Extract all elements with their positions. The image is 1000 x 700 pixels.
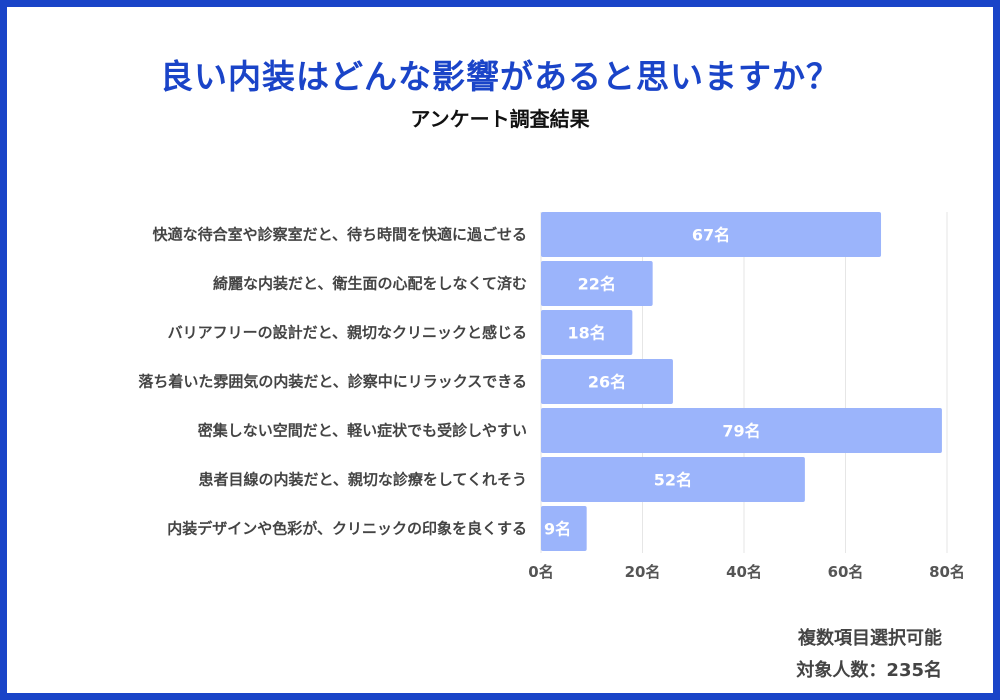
value-label: 52名 [654,471,692,490]
value-label: 67名 [692,226,730,245]
chart-subtitle: アンケート調査結果 [410,107,590,131]
bar [541,506,587,551]
value-label: 79名 [722,422,760,441]
x-tick-label: 40名 [726,563,762,581]
chart-title: 良い内装はどんな影響があると思いますか？ [160,57,840,96]
category-label: 綺麗な内装だと、衛生面の心配をしなくて済む [213,275,527,293]
bar [541,261,653,306]
category-label: 快適な待合室や診察室だと、待ち時間を快適に過ごせる [153,226,527,244]
x-tick-label: 0名 [528,563,553,581]
note-multiple-choice: 複数項目選択可能 [798,628,942,649]
category-label: 内装デザインや色彩が、クリニックの印象を良くする [167,520,527,538]
value-label: 18名 [568,324,606,343]
value-label: 26名 [588,373,626,392]
note-respondents: 対象人数：235名 [796,660,942,681]
bar [541,310,633,355]
value-label: 22名 [578,275,616,294]
category-label: 患者目線の内装だと、親切な診療をしてくれそう [198,471,527,489]
bar [541,359,673,404]
bar [541,457,805,502]
x-tick-label: 80名 [929,563,965,581]
category-label: バリアフリーの設計だと、親切なクリニックと感じる [168,324,527,342]
x-tick-label: 60名 [828,563,864,581]
x-tick-label: 20名 [625,563,661,581]
category-label: 落ち着いた雰囲気の内装だと、診察中にリラックスできる [138,373,527,391]
bar [541,212,882,257]
value-label: 9名 [544,520,571,539]
bar [541,408,942,453]
category-label: 密集しない空間だと、軽い症状でも受診しやすい [198,422,527,440]
